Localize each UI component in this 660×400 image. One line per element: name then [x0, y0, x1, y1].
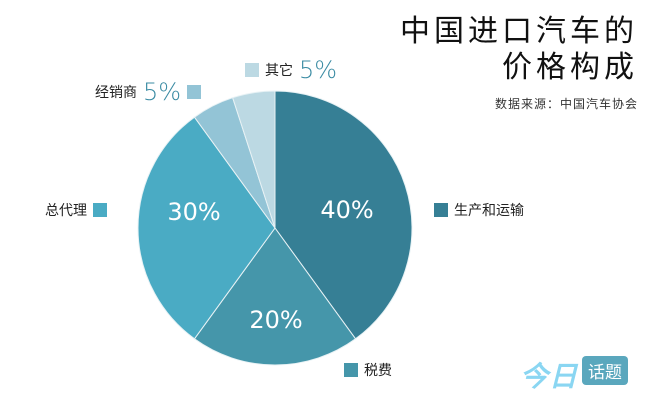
legend-agent: 总代理	[45, 200, 107, 220]
slice-production	[274, 90, 413, 340]
chart-title-line1: 中国进口汽车的	[400, 14, 638, 49]
slice-other	[232, 90, 276, 229]
chart-title-line2: 价格构成	[502, 50, 638, 85]
data-source: 数据来源：中国汽车协会	[494, 97, 638, 111]
logo-badge: 话题	[582, 355, 629, 385]
legend-swatch	[245, 63, 259, 77]
slice-tax	[193, 227, 357, 366]
legend-swatch	[344, 363, 358, 377]
legend-swatch	[187, 85, 202, 99]
data-label-other: 5%	[299, 56, 338, 84]
logo: 今日 话题	[520, 355, 629, 395]
legend-label: 生产和运输	[454, 203, 524, 219]
data-label-tax: 20%	[249, 306, 303, 334]
legend-tax: 税费	[344, 360, 392, 380]
legend-label: 其它	[265, 63, 293, 79]
data-label-dealer: 5%	[143, 78, 182, 106]
logo-text: 今日	[520, 360, 579, 393]
data-label-production: 40%	[320, 196, 374, 224]
legend-label: 总代理	[45, 203, 87, 219]
legend-label: 税费	[364, 363, 392, 379]
legend-swatch	[93, 203, 107, 217]
slice-agent	[137, 116, 276, 340]
legend-label: 经销商	[95, 85, 137, 101]
data-label-agent: 30%	[167, 198, 221, 226]
legend-other: 其它 5%	[245, 56, 337, 84]
legend-dealer: 经销商 5%	[95, 78, 202, 106]
legend-swatch	[434, 203, 448, 217]
legend-production: 生产和运输	[434, 200, 524, 220]
